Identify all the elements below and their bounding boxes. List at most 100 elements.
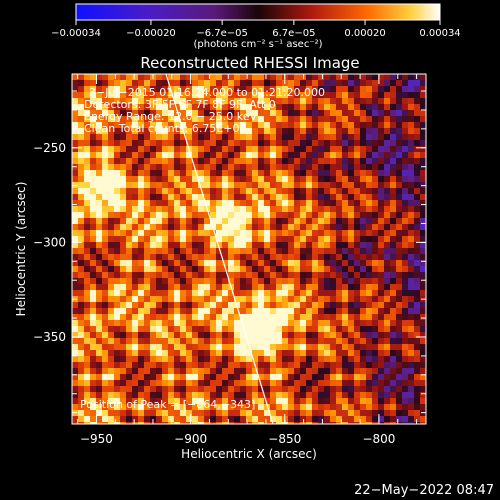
heatmap-cell xyxy=(360,302,366,308)
heatmap-cell xyxy=(174,152,180,158)
heatmap-cell xyxy=(90,98,96,104)
heatmap-cell xyxy=(336,182,342,188)
heatmap-cell xyxy=(360,356,366,362)
heatmap-cell xyxy=(198,158,204,164)
heatmap-cell xyxy=(330,242,336,248)
heatmap-cell xyxy=(168,380,174,386)
heatmap-cell xyxy=(288,146,294,152)
heatmap-cell xyxy=(204,212,210,218)
heatmap-cell xyxy=(366,422,372,424)
heatmap-cell xyxy=(96,392,102,398)
heatmap-cell xyxy=(108,182,114,188)
heatmap-cell xyxy=(378,290,384,296)
heatmap-cell xyxy=(258,344,264,350)
heatmap-cell xyxy=(384,368,390,374)
heatmap-cell xyxy=(72,146,78,152)
heatmap-cell xyxy=(336,290,342,296)
heatmap-cell xyxy=(186,362,192,368)
heatmap-cell xyxy=(372,278,378,284)
heatmap-cell xyxy=(390,392,396,398)
heatmap-cell xyxy=(384,326,390,332)
heatmap-cell xyxy=(366,158,372,164)
heatmap-cell xyxy=(348,236,354,242)
heatmap-cell xyxy=(360,266,366,272)
heatmap-cell xyxy=(312,416,318,422)
heatmap-cell xyxy=(102,164,108,170)
heatmap-cell xyxy=(342,92,348,98)
heatmap-cell xyxy=(276,302,282,308)
heatmap-cell xyxy=(342,272,348,278)
heatmap-cell xyxy=(90,218,96,224)
heatmap-cell xyxy=(276,392,282,398)
heatmap-cell xyxy=(162,92,168,98)
heatmap-cell xyxy=(186,182,192,188)
heatmap-cell xyxy=(300,398,306,404)
heatmap-cell xyxy=(318,206,324,212)
heatmap-cell xyxy=(156,242,162,248)
heatmap-cell xyxy=(390,248,396,254)
heatmap-cell xyxy=(126,80,132,86)
heatmap-cell xyxy=(408,266,414,272)
heatmap-cell xyxy=(210,128,216,134)
heatmap-cell xyxy=(234,362,240,368)
heatmap-cell xyxy=(318,230,324,236)
heatmap-cell xyxy=(414,296,420,302)
heatmap-cell xyxy=(162,284,168,290)
heatmap-cell xyxy=(336,392,342,398)
heatmap-cell xyxy=(408,188,414,194)
heatmap-cell xyxy=(126,332,132,338)
heatmap-cell xyxy=(408,344,414,350)
heatmap-cell xyxy=(270,140,276,146)
heatmap-cell xyxy=(168,284,174,290)
heatmap-cell xyxy=(252,92,258,98)
heatmap-cell xyxy=(144,182,150,188)
heatmap-cell xyxy=(138,134,144,140)
heatmap-cell xyxy=(180,146,186,152)
heatmap-cell xyxy=(180,278,186,284)
heatmap-cell xyxy=(216,380,222,386)
heatmap-cell xyxy=(90,182,96,188)
heatmap-cell xyxy=(96,86,102,92)
heatmap-cell xyxy=(78,350,84,356)
heatmap-cell xyxy=(210,392,216,398)
heatmap-cell xyxy=(420,398,426,404)
heatmap-cell xyxy=(150,218,156,224)
heatmap-cell xyxy=(102,176,108,182)
heatmap-cell xyxy=(288,398,294,404)
heatmap-cell xyxy=(228,152,234,158)
heatmap-cell xyxy=(300,92,306,98)
heatmap-cell xyxy=(402,86,408,92)
heatmap-cell xyxy=(270,236,276,242)
heatmap-cell xyxy=(252,206,258,212)
heatmap-cell xyxy=(204,188,210,194)
heatmap-cell xyxy=(252,290,258,296)
heatmap-cell xyxy=(186,98,192,104)
heatmap-cell xyxy=(408,170,414,176)
heatmap-cell xyxy=(144,272,150,278)
heatmap-cell xyxy=(114,392,120,398)
heatmap-cell xyxy=(192,266,198,272)
heatmap-cell xyxy=(162,272,168,278)
heatmap-cell xyxy=(246,362,252,368)
heatmap-cell xyxy=(396,218,402,224)
heatmap-cell xyxy=(306,176,312,182)
heatmap-cell xyxy=(402,236,408,242)
heatmap-cell xyxy=(168,278,174,284)
heatmap-cell xyxy=(396,110,402,116)
heatmap-cell xyxy=(174,260,180,266)
heatmap-cell xyxy=(162,164,168,170)
heatmap-cell xyxy=(210,152,216,158)
heatmap-cell xyxy=(150,248,156,254)
heatmap-cell xyxy=(228,218,234,224)
heatmap-cell xyxy=(102,242,108,248)
heatmap-cell xyxy=(354,80,360,86)
heatmap-cell xyxy=(174,398,180,404)
heatmap-cell xyxy=(240,92,246,98)
heatmap-cell xyxy=(306,332,312,338)
heatmap-cell xyxy=(156,350,162,356)
heatmap-cell xyxy=(336,422,342,424)
heatmap-cell xyxy=(204,272,210,278)
heatmap-cell xyxy=(162,212,168,218)
heatmap-cell xyxy=(96,170,102,176)
heatmap-cell xyxy=(324,296,330,302)
